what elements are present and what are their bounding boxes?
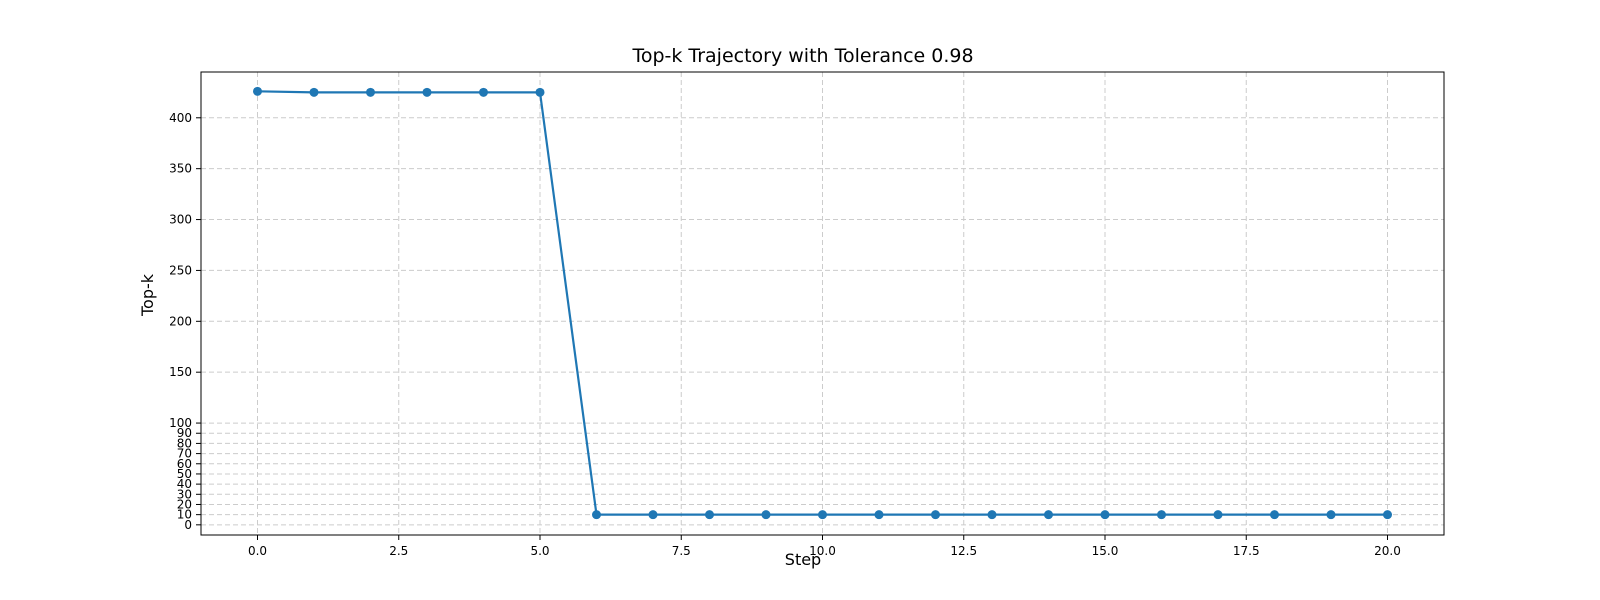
y-tick-label: 60 [177,457,192,471]
data-point [874,510,884,520]
data-point [1270,510,1279,520]
y-tick-label: 80 [177,436,192,450]
y-tick-label: 20 [177,497,192,511]
data-point [479,87,488,97]
data-point [931,510,940,520]
x-tick-label: 10.0 [809,544,836,558]
x-tick-label: 17.5 [1233,544,1260,558]
data-point [422,87,432,97]
data-point [1044,510,1053,520]
grid-lines [201,72,1444,535]
data-point [309,87,319,97]
y-tick-label: 150 [169,365,192,379]
data-point [1326,510,1336,520]
data-point [535,87,545,97]
x-tick-label: 12.5 [950,544,977,558]
y-tick-label: 200 [169,314,192,328]
data-point [648,510,658,520]
x-tick-label: 5.0 [530,544,549,558]
x-tick-label: 15.0 [1092,544,1119,558]
y-tick-label: 100 [169,416,192,430]
data-point [1100,510,1110,520]
data-point [253,86,262,96]
data-point [592,510,601,520]
y-tick-label: 90 [177,426,192,440]
y-tick-label: 250 [169,263,192,277]
series-layer [253,86,1392,520]
data-point [705,510,714,520]
y-tick-label: 40 [177,477,192,491]
axis-ticks: 0.0 2.5 5.0 7.5 10.0 12.5 15.0 17.5 20.001020304… [169,111,1401,558]
y-tick-label: 30 [177,487,192,501]
chart-title: Top-k Trajectory with Tolerance 0.98 [631,45,973,67]
data-point [1157,510,1166,520]
y-tick-label: 300 [169,213,192,227]
x-tick-label: 7.5 [672,544,691,558]
y-tick-label: 70 [177,447,192,461]
data-point [1383,510,1392,520]
y-tick-label: 350 [169,162,192,176]
plot-area-frame [200,71,1445,536]
data-point [761,510,771,520]
y-tick-label: 50 [177,467,192,481]
data-point [818,510,827,520]
data-point [366,87,375,97]
x-tick-label: 0.0 [248,544,267,558]
x-tick-label: 2.5 [389,544,408,558]
y-tick-label: 10 [177,508,192,522]
y-tick-label: 0 [184,518,192,532]
data-point [1213,510,1223,520]
y-tick-label: 400 [169,111,192,125]
y-axis-label: Top-k [138,273,157,317]
x-tick-label: 20.0 [1374,544,1401,558]
data-point [987,510,997,520]
x-axis-label: Step [785,550,821,569]
